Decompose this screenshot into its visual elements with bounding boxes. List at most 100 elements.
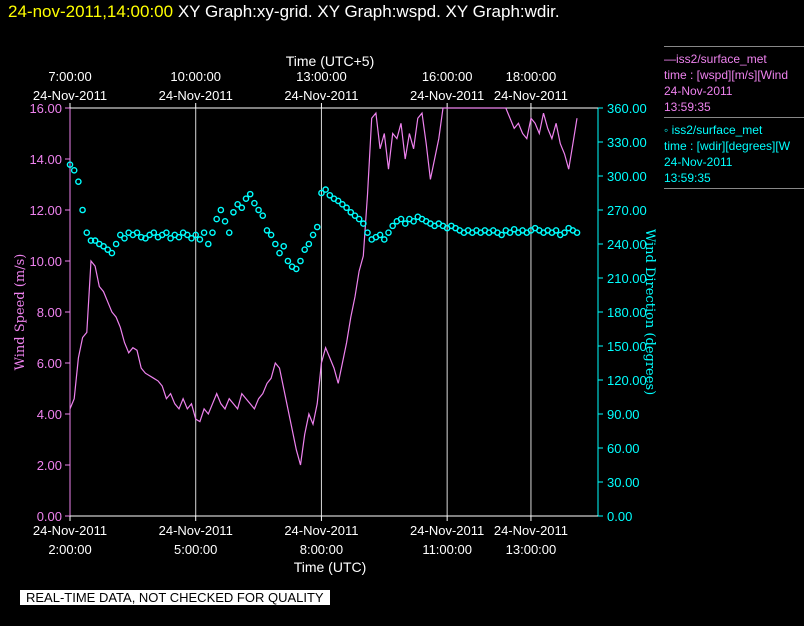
wind-direction-point [561, 229, 568, 236]
y-tick-label-left: 6.00 [37, 356, 62, 371]
wind-direction-point [401, 220, 409, 227]
x-tick-label-top-date: 24-Nov-2011 [494, 88, 568, 103]
wind-direction-point [108, 249, 116, 257]
wind-direction-point [263, 227, 271, 234]
legend-wdir-date: 24-Nov-2011 [664, 155, 733, 169]
wind-direction-point [498, 231, 505, 239]
y-tick-label-right: 90.00 [607, 407, 640, 422]
wind-direction-point [389, 222, 396, 230]
y-tick-label-left: 0.00 [37, 509, 62, 524]
wind-speed-line [69, 107, 578, 466]
wind-direction-point [87, 237, 95, 244]
wind-direction-point [246, 190, 254, 198]
wind-direction-point [397, 215, 405, 223]
wind-direction-point [91, 237, 99, 244]
y-tick-label-right: 120.00 [607, 373, 647, 388]
x-tick-label-bottom-date: 24-Nov-2011 [33, 523, 107, 538]
x-tick-label-top-date: 24-Nov-2011 [33, 88, 107, 103]
wind-direction-point [313, 223, 321, 231]
y-tick-label-right: 180.00 [607, 305, 647, 320]
wind-direction-point [142, 235, 149, 242]
y-tick-label-right: 300.00 [607, 169, 647, 184]
x-tick-label-top-date: 24-Nov-2011 [159, 88, 233, 103]
x-tick-label-bottom-time: 5:00:00 [174, 542, 217, 557]
wind-direction-point [410, 218, 417, 225]
wind-direction-point [380, 236, 388, 243]
x-tick-label-bottom-date: 24-Nov-2011 [284, 523, 358, 538]
wind-direction-point [225, 229, 233, 236]
wind-direction-point [83, 229, 91, 236]
wind-direction-point [573, 229, 581, 236]
y-axis-label-left: Wind Speed (m/s) [13, 254, 28, 371]
axes [69, 107, 599, 517]
x-tick-label-top-date: 24-Nov-2011 [284, 88, 358, 103]
legend-divider [664, 188, 804, 189]
wind-direction-point [305, 240, 313, 248]
legend-wdir-title: ◦ iss2/surface_met [664, 123, 763, 137]
wind-direction-point [209, 229, 216, 236]
wind-direction-point [297, 257, 304, 265]
wind-direction-point [284, 257, 292, 265]
wind-direction-point [272, 240, 279, 248]
wind-direction-point [121, 235, 128, 242]
y-tick-label-left: 2.00 [37, 458, 62, 473]
x-tick-label-bottom-date: 24-Nov-2011 [159, 523, 233, 538]
wind-direction-point [242, 195, 250, 202]
wind-direction-point [360, 220, 367, 227]
wind-direction-point [230, 208, 237, 216]
wind-direction-point [116, 231, 124, 239]
wind-direction-point [364, 229, 371, 236]
legend-divider [664, 117, 804, 118]
wind-direction-point [238, 204, 246, 212]
wind-direction-point [280, 242, 288, 250]
wind-direction-point [309, 231, 317, 239]
wind-speed-series [69, 107, 578, 466]
wind-direction-point [66, 161, 74, 168]
x-axis-label-top: Time (UTC+5) [286, 53, 375, 69]
legend: —iss2/surface_met time : [wspd][m/s][Win… [664, 44, 804, 193]
wind-direction-point [100, 242, 107, 250]
y-tick-label-right: 30.00 [607, 475, 640, 490]
wind-direction-point [137, 233, 145, 241]
wind-direction-point [301, 246, 308, 253]
wind-direction-point [167, 235, 174, 242]
wind-direction-point [200, 229, 208, 236]
grid-lines [69, 108, 532, 516]
y-tick-label-right: 60.00 [607, 441, 640, 456]
wind-direction-point [184, 231, 191, 239]
wind-direction-point [347, 208, 355, 216]
y-tick-label-left: 12.00 [29, 203, 62, 218]
wind-direction-point [133, 229, 141, 236]
wind-direction-point [163, 229, 170, 236]
wind-direction-point [376, 231, 384, 239]
ticks: 0.00 2.00 4.00 6.00 8.00 10.00 12.00 14.00 16.00… [29, 69, 646, 557]
x-tick-label-bottom-date: 24-Nov-2011 [494, 523, 568, 538]
x-tick-label-top-time: 16:00:00 [422, 69, 473, 84]
wind-direction-point [259, 212, 267, 219]
wind-direction-point [188, 235, 195, 242]
legend-wdir-desc: time : [wdir][degrees][W [664, 139, 791, 153]
y-tick-label-right: 240.00 [607, 237, 647, 252]
wind-direction-point [204, 240, 212, 248]
wind-direction-point [322, 186, 329, 193]
wind-direction-series [66, 161, 581, 273]
legend-divider [664, 46, 804, 47]
y-tick-label-right: 270.00 [607, 203, 647, 218]
y-tick-label-left: 16.00 [29, 101, 62, 116]
legend-wspd-title: —iss2/surface_met [664, 52, 767, 66]
x-tick-label-bottom-time: 11:00:00 [422, 542, 472, 557]
graph-names-label: XY Graph:xy-grid. XY Graph:wspd. XY Grap… [177, 2, 560, 21]
wind-direction-point [552, 227, 560, 234]
x-tick-label-top-time: 7:00:00 [48, 69, 91, 84]
wind-direction-point [355, 215, 363, 223]
wind-direction-point [318, 189, 325, 197]
wind-direction-point [234, 201, 241, 208]
wind-direction-point [255, 206, 262, 214]
quality-warning-label: REAL-TIME DATA, NOT CHECKED FOR QUALITY [20, 590, 330, 605]
wind-direction-point [150, 229, 158, 236]
wind-direction-point [343, 204, 350, 212]
x-tick-label-bottom-time: 13:00:00 [506, 542, 557, 557]
wind-direction-point [104, 246, 112, 253]
legend-wspd-date: 24-Nov-2011 [664, 84, 733, 98]
